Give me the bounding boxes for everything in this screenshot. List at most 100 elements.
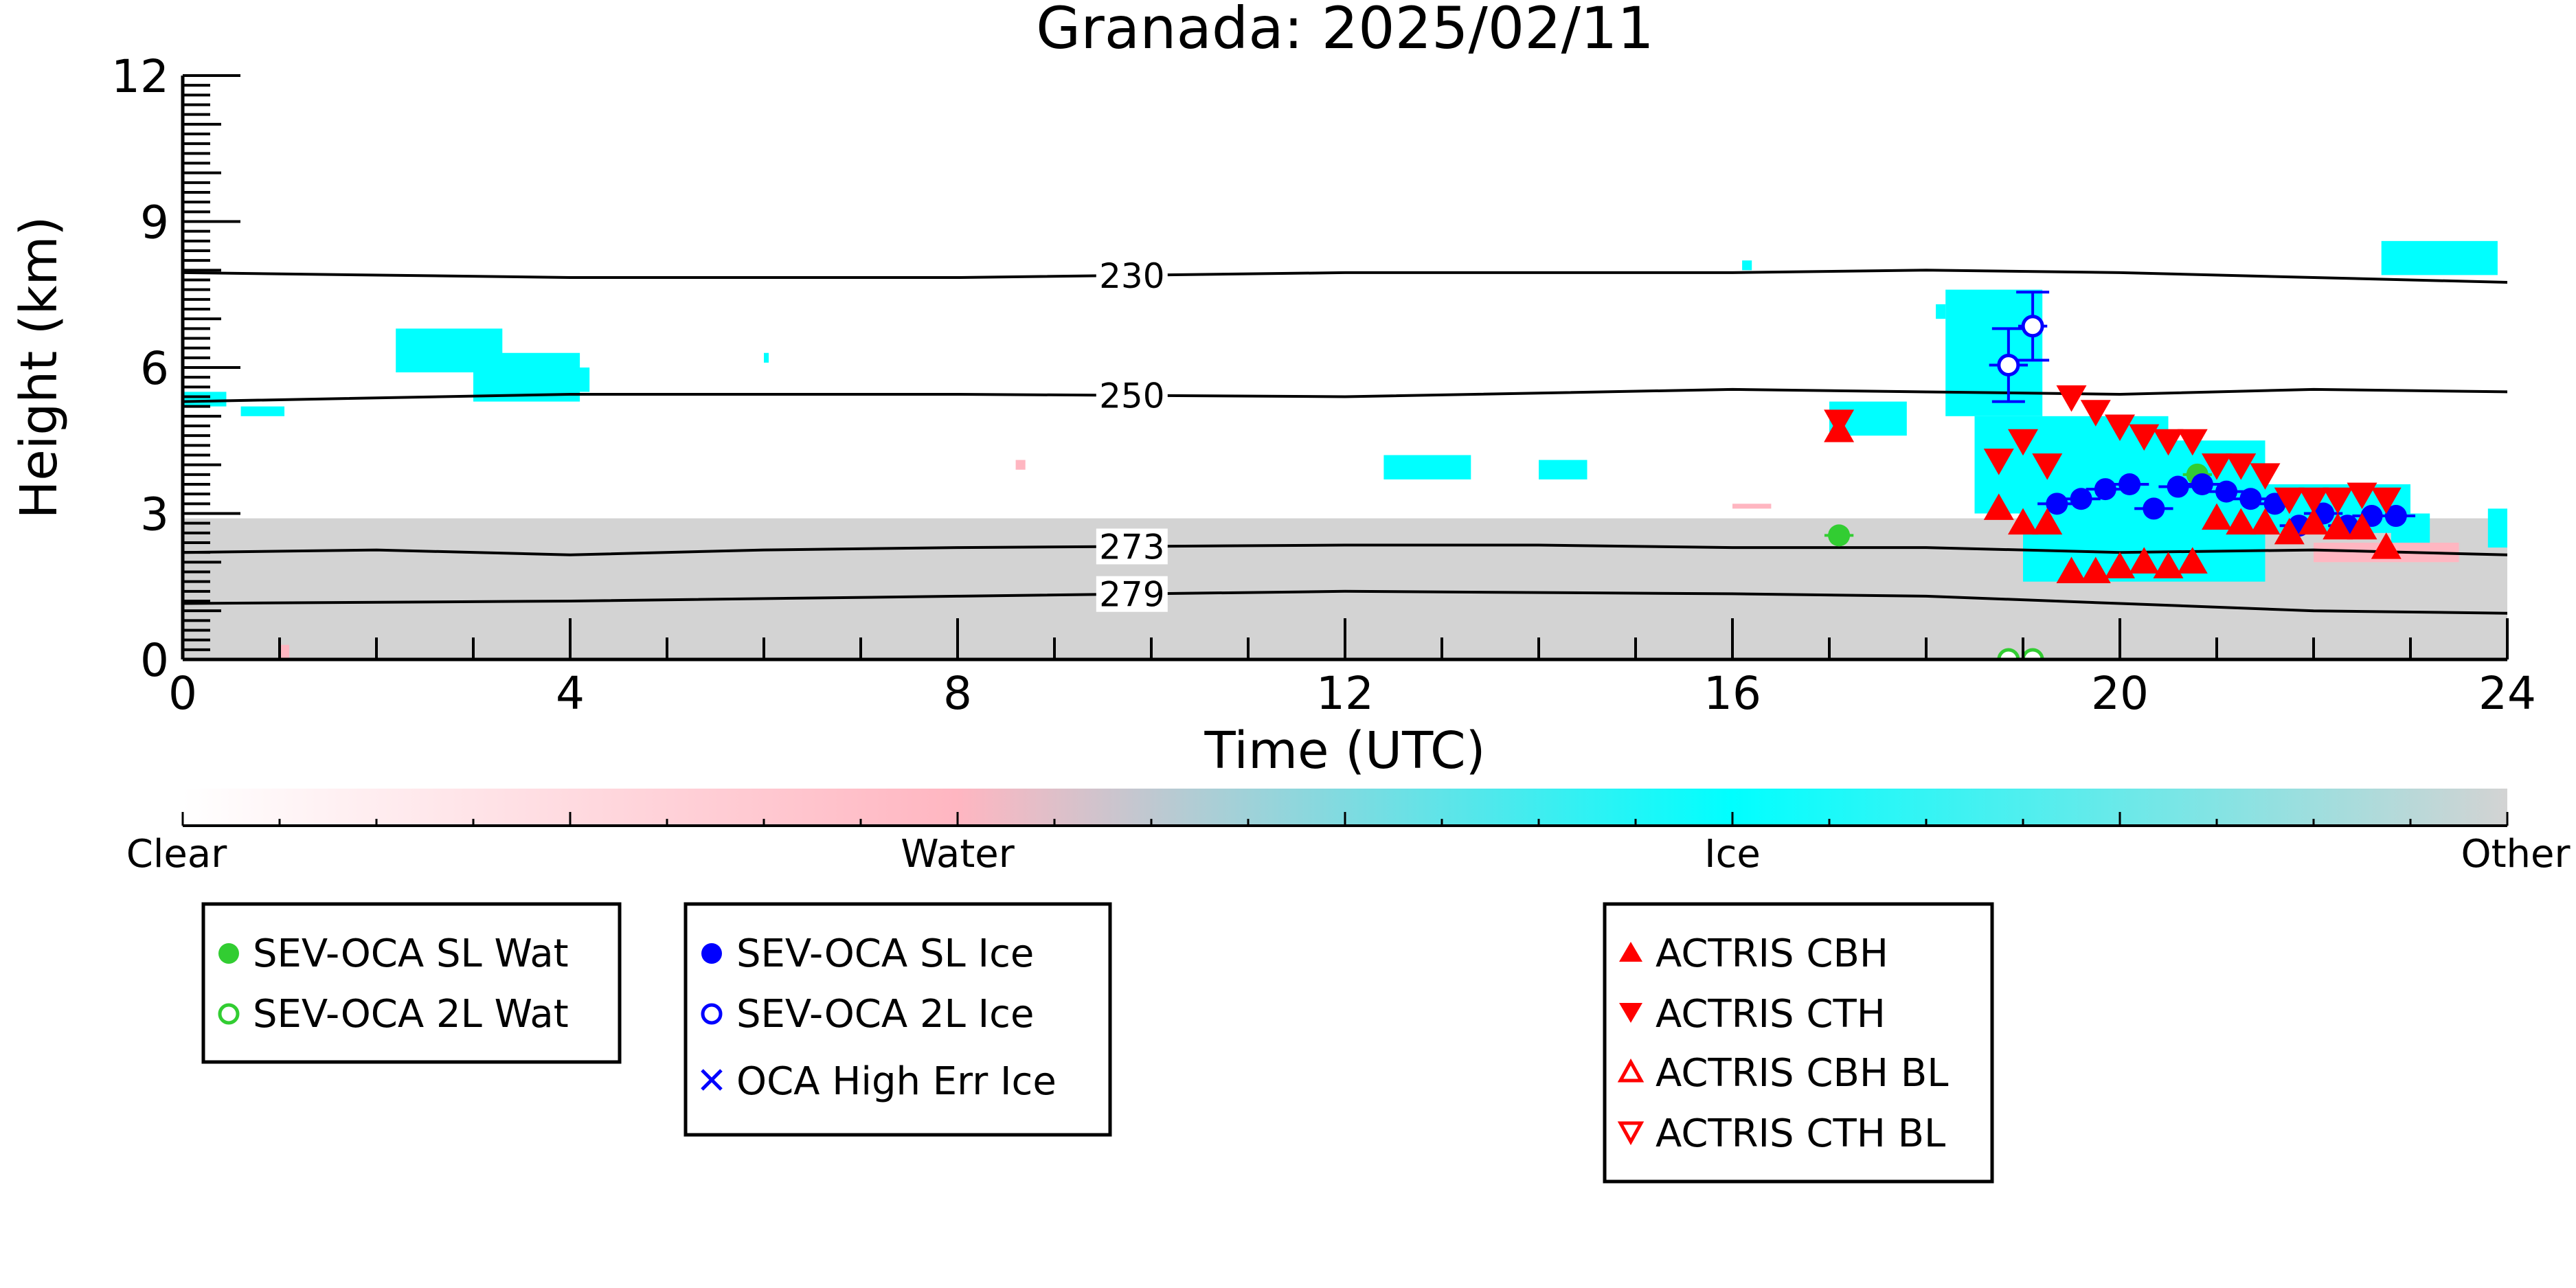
x-tick-label: 12: [1316, 667, 1374, 720]
y-tick-label: 6: [140, 342, 169, 395]
contour-label-bg: [1096, 377, 1168, 414]
data-point: [2239, 488, 2262, 510]
data-point: [2105, 552, 2135, 578]
open-triangle-down-icon: [1617, 1121, 1645, 1146]
chart-title: Granada: 2025/02/11: [1036, 0, 1654, 62]
y-tick-label: 9: [140, 196, 169, 249]
contour-label: 250: [1099, 376, 1164, 416]
ice-region: [1383, 455, 1471, 479]
contour-label-bg: [1096, 528, 1168, 565]
ice-region: [1945, 289, 2043, 416]
data-point: [2202, 503, 2232, 530]
contour-230: [183, 269, 2507, 284]
data-point: [2153, 552, 2184, 578]
contour-label-bg: [1096, 576, 1168, 612]
data-point: [2371, 487, 2402, 515]
open-circle-icon: [701, 1003, 723, 1025]
data-point: [2347, 512, 2377, 540]
legend-label: SEV-OCA SL Ice: [736, 931, 1034, 976]
legend-item-sl-wat: SEV-OCA SL Wat: [218, 931, 569, 976]
x-tick-label: 24: [2478, 667, 2536, 720]
ice-region: [183, 392, 227, 407]
contour-label: 279: [1099, 575, 1164, 615]
data-point: [2202, 453, 2232, 480]
water-region: [280, 644, 290, 659]
legend-label: ACTRIS CTH BL: [1656, 1111, 1945, 1156]
legend-label: SEV-OCA SL Wat: [253, 931, 569, 976]
legend-item-high-err-ice: OCA High Err Ice: [701, 1059, 1057, 1104]
retrieval-markers: [1824, 291, 2416, 659]
data-point: [2056, 556, 2087, 583]
data-point: [2226, 508, 2257, 535]
ice-region: [2487, 508, 2507, 548]
legend-item-cbh-bl: ACTRIS CBH BL: [1617, 1051, 1948, 1096]
data-point: [2191, 473, 2213, 495]
data-point: [2070, 488, 2092, 510]
data-point: [2021, 648, 2044, 659]
colorbar-label-water: Water: [901, 832, 1015, 877]
data-point: [2032, 508, 2063, 535]
temperature-contours: [183, 269, 2507, 615]
data-point: [2153, 429, 2184, 456]
ice-region: [1936, 304, 1946, 319]
legend-actris: ACTRIS CBH ACTRIS CTH ACTRIS CBH BL ACTR…: [1603, 902, 1994, 1184]
data-point: [2008, 508, 2038, 535]
legend-label: ACTRIS CTH: [1656, 992, 1886, 1037]
ice-region: [550, 368, 590, 392]
y-tick-label: 3: [140, 488, 169, 541]
open-triangle-up-icon: [1617, 1058, 1645, 1083]
legend-item-2l-wat: SEV-OCA 2L Wat: [218, 992, 569, 1037]
plot-area: [183, 240, 2507, 659]
contour-label-bg: [1096, 257, 1168, 293]
triangle-down-icon: [1619, 1003, 1642, 1023]
data-point: [2323, 487, 2353, 515]
x-tick-label: 20: [2091, 667, 2149, 720]
ice-region: [1539, 460, 1588, 479]
colorbar-label-ice: Ice: [1704, 832, 1761, 877]
data-point: [2323, 512, 2353, 540]
data-point: [2032, 453, 2063, 480]
data-point: [2384, 505, 2407, 528]
x-axis-label: Time (UTC): [1204, 721, 1485, 780]
data-point: [2080, 556, 2111, 583]
data-point: [1824, 409, 1855, 436]
data-point: [2056, 385, 2087, 412]
legend-label: SEV-OCA 2L Wat: [253, 992, 569, 1037]
legend-item-cth-bl: ACTRIS CTH BL: [1617, 1111, 1945, 1156]
contour-250: [183, 387, 2507, 403]
data-point: [2129, 547, 2160, 574]
axes: 0 4 8 12 16 20 24 0 3 6 9 12: [111, 50, 2536, 720]
data-point: [2143, 497, 2165, 520]
data-point: [2119, 473, 2141, 495]
data-point: [2094, 478, 2116, 501]
data-point: [2008, 429, 2038, 456]
data-point: [2167, 475, 2189, 498]
data-point: [1983, 493, 2014, 520]
data-point: [2046, 493, 2068, 515]
water-region: [1732, 504, 1772, 509]
legend-water: SEV-OCA SL Wat SEV-OCA 2L Wat: [201, 902, 622, 1064]
contour-label: 230: [1099, 256, 1164, 296]
data-point: [2226, 453, 2257, 480]
data-point: [2080, 400, 2111, 427]
ice-region: [2381, 240, 2498, 275]
y-tick-label: 12: [111, 50, 169, 103]
colorbar: Clear Water Ice Other: [126, 789, 2571, 877]
contour-label: 273: [1099, 527, 1164, 567]
contour-273: [183, 543, 2507, 556]
data-point: [2021, 315, 2044, 338]
data-point: [2250, 508, 2281, 535]
data-point: [1997, 648, 2020, 659]
data-point: [2274, 487, 2305, 515]
data-point: [2263, 493, 2286, 515]
ice-region: [240, 406, 285, 416]
data-point: [2129, 424, 2160, 451]
x-tick-label: 0: [168, 667, 197, 720]
data-point: [1828, 524, 1851, 547]
data-point: [1997, 353, 2020, 376]
colorbar-label-other: Other: [2461, 832, 2571, 877]
colorbar-label-clear: Clear: [126, 832, 227, 877]
filled-circle-icon: [218, 943, 239, 964]
legend-label: SEV-OCA 2L Ice: [736, 992, 1034, 1037]
triangle-up-icon: [1619, 942, 1642, 962]
